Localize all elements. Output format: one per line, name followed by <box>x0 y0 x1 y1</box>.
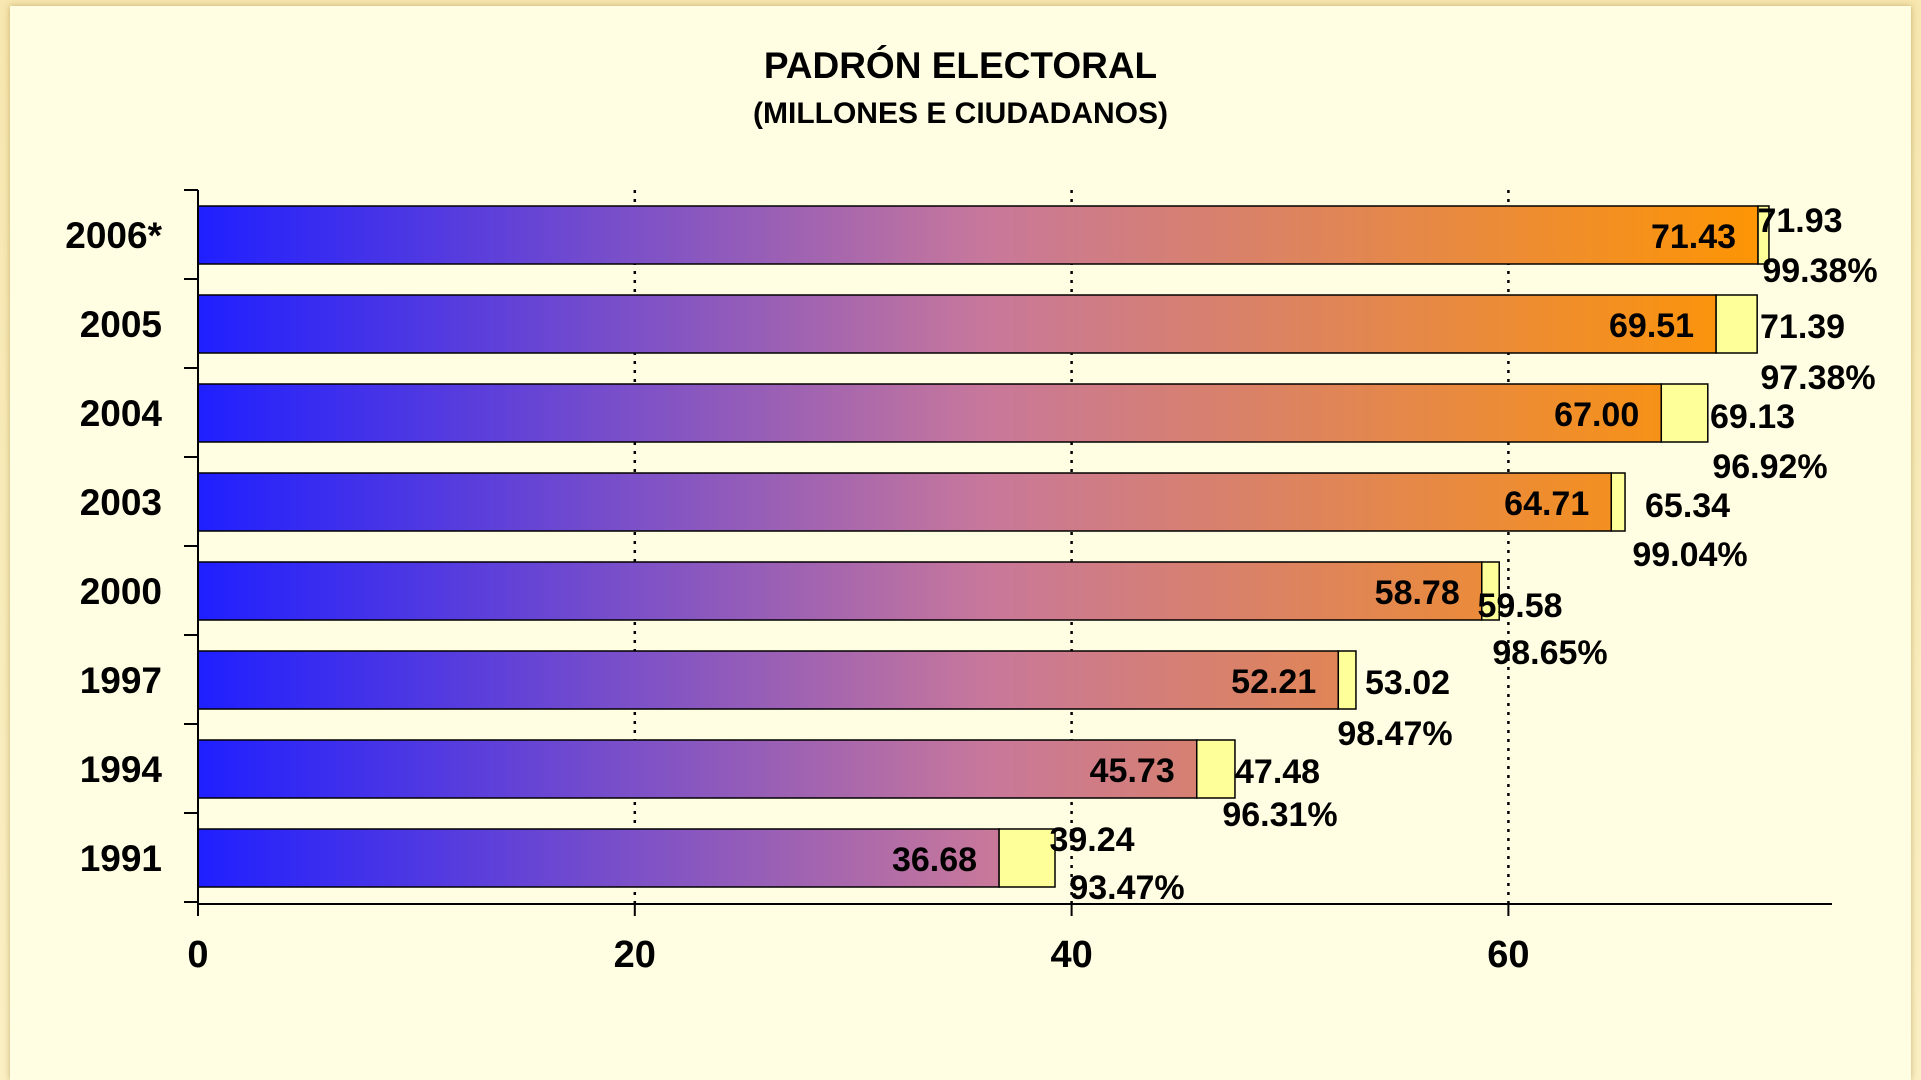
bars <box>197 205 1770 888</box>
bar-1994 <box>197 739 1198 799</box>
total-label-2000: 59.58 <box>1477 587 1562 625</box>
bar-difference-2000 <box>1481 561 1500 621</box>
percent-label-1991: 93.47% <box>1069 869 1184 907</box>
category-label-1997: 1997 <box>80 660 162 701</box>
percent-label-2004: 96.92% <box>1712 448 1827 486</box>
chart-title: PADRÓN ELECTORAL <box>763 45 1158 86</box>
x-tick-label-40: 40 <box>1050 934 1092 976</box>
total-label-2004: 69.13 <box>1710 398 1795 436</box>
bar-2003 <box>197 472 1613 532</box>
x-tick-label-0: 0 <box>187 934 208 976</box>
x-tick-label-60: 60 <box>1487 934 1529 976</box>
axes <box>184 189 1832 916</box>
total-label-2003: 65.34 <box>1645 487 1730 525</box>
total-label-1994: 47.48 <box>1235 753 1320 791</box>
percent-label-2005: 97.38% <box>1760 359 1875 397</box>
percent-label-1994: 96.31% <box>1222 796 1337 834</box>
bar-1997 <box>197 650 1340 710</box>
category-label-2003: 2003 <box>80 482 162 523</box>
category-label-1994: 1994 <box>80 749 163 790</box>
category-label-2004: 2004 <box>80 393 163 434</box>
total-label-1997: 53.02 <box>1365 664 1450 702</box>
category-label-2005: 2005 <box>80 304 162 345</box>
total-label-2005: 71.39 <box>1760 308 1845 346</box>
value-label-2000: 58.78 <box>1375 574 1460 612</box>
chart-subtitle: (MILLONES E CIUDADANOS) <box>753 97 1168 130</box>
percent-label-2006*: 99.38% <box>1762 252 1877 290</box>
total-label-1991: 39.24 <box>1049 821 1134 859</box>
value-label-2004: 67.00 <box>1554 396 1639 434</box>
bar-difference-2004 <box>1660 383 1709 443</box>
bar-2000 <box>197 561 1483 621</box>
value-label-2003: 64.71 <box>1504 485 1589 523</box>
bar-2004 <box>197 383 1663 443</box>
bar-difference-1994 <box>1195 739 1236 799</box>
percent-label-2003: 99.04% <box>1632 536 1747 574</box>
chart-panel <box>10 6 1911 1080</box>
bar-2006* <box>197 205 1759 265</box>
category-label-1991: 1991 <box>80 838 162 879</box>
percent-label-2000: 98.65% <box>1492 634 1607 672</box>
value-label-1994: 45.73 <box>1090 752 1175 790</box>
bar-difference-1997 <box>1337 650 1357 710</box>
x-tick-label-20: 20 <box>614 934 656 976</box>
category-label-2006*: 2006* <box>65 215 162 256</box>
bar-1991 <box>197 828 1000 888</box>
percent-label-1997: 98.47% <box>1337 715 1452 753</box>
value-label-1997: 52.21 <box>1231 663 1316 701</box>
value-label-1991: 36.68 <box>892 841 977 879</box>
total-label-2006*: 71.93 <box>1757 202 1842 240</box>
bar-2005 <box>197 294 1717 354</box>
bar-difference-1991 <box>998 828 1056 888</box>
bar-difference-2003 <box>1610 472 1626 532</box>
value-label-2006*: 71.43 <box>1651 218 1736 256</box>
category-label-2000: 2000 <box>80 571 162 612</box>
bar-difference-2006* <box>1757 205 1770 265</box>
value-label-2005: 69.51 <box>1609 307 1694 345</box>
bar-difference-2005 <box>1715 294 1758 354</box>
